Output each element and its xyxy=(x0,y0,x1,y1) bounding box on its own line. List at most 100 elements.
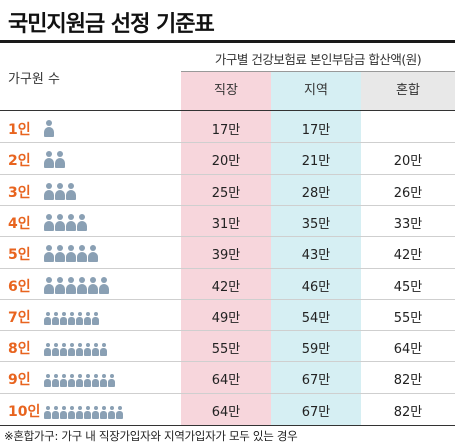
people-icons xyxy=(44,243,99,263)
people-icons xyxy=(44,400,124,420)
person-icon xyxy=(84,343,91,357)
premium-group-header: 가구별 건강보험료 본인부담금 합산액(원) xyxy=(181,48,455,72)
person-icon xyxy=(68,311,75,326)
person-icon xyxy=(66,245,76,263)
cell-work: 39만 xyxy=(211,248,241,264)
row-divider xyxy=(0,204,455,206)
work-column-background xyxy=(181,72,271,425)
person-icon xyxy=(60,405,67,420)
people-icons xyxy=(44,181,77,201)
person-icon xyxy=(84,311,91,326)
person-icon xyxy=(44,182,54,201)
cell-work: 31만 xyxy=(211,216,241,232)
row-divider xyxy=(0,142,455,144)
table-row: 4인 31만 35만 33만 xyxy=(0,206,455,237)
table-row: 9인 64만 67만 82만 xyxy=(0,362,455,393)
person-icon xyxy=(100,405,107,420)
table-row: 7인 49만 54만 55만 xyxy=(0,300,455,331)
cell-region: 67만 xyxy=(301,373,331,389)
cell-region: 54만 xyxy=(301,310,331,326)
people-icons xyxy=(44,212,88,232)
cell-mixed: 33만 xyxy=(393,216,423,232)
cell-mixed: 55만 xyxy=(393,310,423,326)
table-row: 2인 20만 21만 20만 xyxy=(0,143,455,174)
household-size-label: 1인 xyxy=(8,122,31,138)
cell-region: 46만 xyxy=(301,279,331,295)
person-icon xyxy=(44,311,51,326)
person-icon xyxy=(92,311,99,326)
row-divider xyxy=(0,173,455,175)
cell-region: 17만 xyxy=(301,123,331,138)
cell-region: 21만 xyxy=(301,154,331,170)
person-icon xyxy=(55,151,65,169)
table-row: 3인 25만 28만 26만 xyxy=(0,175,455,206)
person-icon xyxy=(55,245,65,263)
table-bottom-divider xyxy=(0,425,455,426)
table-row: 1인 17만 17만 xyxy=(0,112,455,143)
region-column-background xyxy=(271,72,361,425)
person-icon xyxy=(92,374,99,388)
person-icon xyxy=(84,374,91,388)
person-icon xyxy=(68,405,75,420)
person-icon xyxy=(55,213,65,232)
person-icon xyxy=(66,213,76,232)
people-icons xyxy=(44,337,108,357)
person-icon xyxy=(44,343,51,357)
cell-region: 28만 xyxy=(301,185,331,201)
household-size-label: 3인 xyxy=(8,184,31,201)
footnote: ※혼합가구: 가구 내 직장가입자와 지역가입자가 모두 있는 경우 xyxy=(4,429,298,443)
table-row: 6인 42만 46만 45만 xyxy=(0,269,455,300)
person-icon xyxy=(44,151,54,169)
person-icon xyxy=(60,311,67,326)
household-size-label: 10인 xyxy=(8,403,41,420)
person-icon xyxy=(77,276,87,295)
person-icon xyxy=(76,343,83,357)
person-icon xyxy=(116,405,123,420)
person-icon xyxy=(108,405,115,420)
household-size-label: 4인 xyxy=(8,215,31,232)
person-icon xyxy=(44,120,54,138)
household-size-label: 5인 xyxy=(8,247,31,264)
person-icon xyxy=(100,374,107,388)
person-icon xyxy=(44,405,51,420)
cell-mixed: 82만 xyxy=(393,373,423,389)
row-divider xyxy=(0,236,455,238)
column-header-mixed: 혼합 xyxy=(396,83,420,98)
person-icon xyxy=(68,343,75,357)
row-divider xyxy=(0,267,455,269)
cell-region: 43만 xyxy=(301,248,331,264)
person-icon xyxy=(66,276,76,295)
person-icon xyxy=(88,245,98,263)
cell-region: 67만 xyxy=(301,404,331,420)
people-icons xyxy=(44,306,100,326)
person-icon xyxy=(60,343,67,357)
cell-mixed: 64만 xyxy=(393,342,423,358)
header-divider xyxy=(0,110,455,111)
household-size-label: 7인 xyxy=(8,309,31,326)
table-row: 5인 39만 43만 42만 xyxy=(0,237,455,268)
people-icons xyxy=(44,368,116,388)
person-icon xyxy=(52,374,59,388)
person-icon xyxy=(44,213,54,232)
person-icon xyxy=(108,374,115,388)
person-icon xyxy=(77,213,87,232)
person-icon xyxy=(52,343,59,357)
person-icon xyxy=(68,374,75,388)
person-icon xyxy=(76,374,83,388)
row-divider xyxy=(0,361,455,363)
person-icon xyxy=(55,276,65,295)
person-icon xyxy=(44,374,51,388)
page-title: 국민지원금 선정 기준표 xyxy=(8,12,215,37)
person-icon xyxy=(76,405,83,420)
people-icons xyxy=(44,118,55,138)
person-icon xyxy=(76,311,83,326)
household-size-label: 8인 xyxy=(8,341,31,358)
table-row: 10인 64만 67만 82만 xyxy=(0,394,455,425)
person-icon xyxy=(92,405,99,420)
person-icon xyxy=(60,374,67,388)
row-divider xyxy=(0,298,455,300)
cell-work: 64만 xyxy=(211,404,241,420)
household-size-label: 2인 xyxy=(8,153,31,170)
cell-mixed: 20만 xyxy=(393,154,423,170)
cell-region: 59만 xyxy=(301,342,331,358)
